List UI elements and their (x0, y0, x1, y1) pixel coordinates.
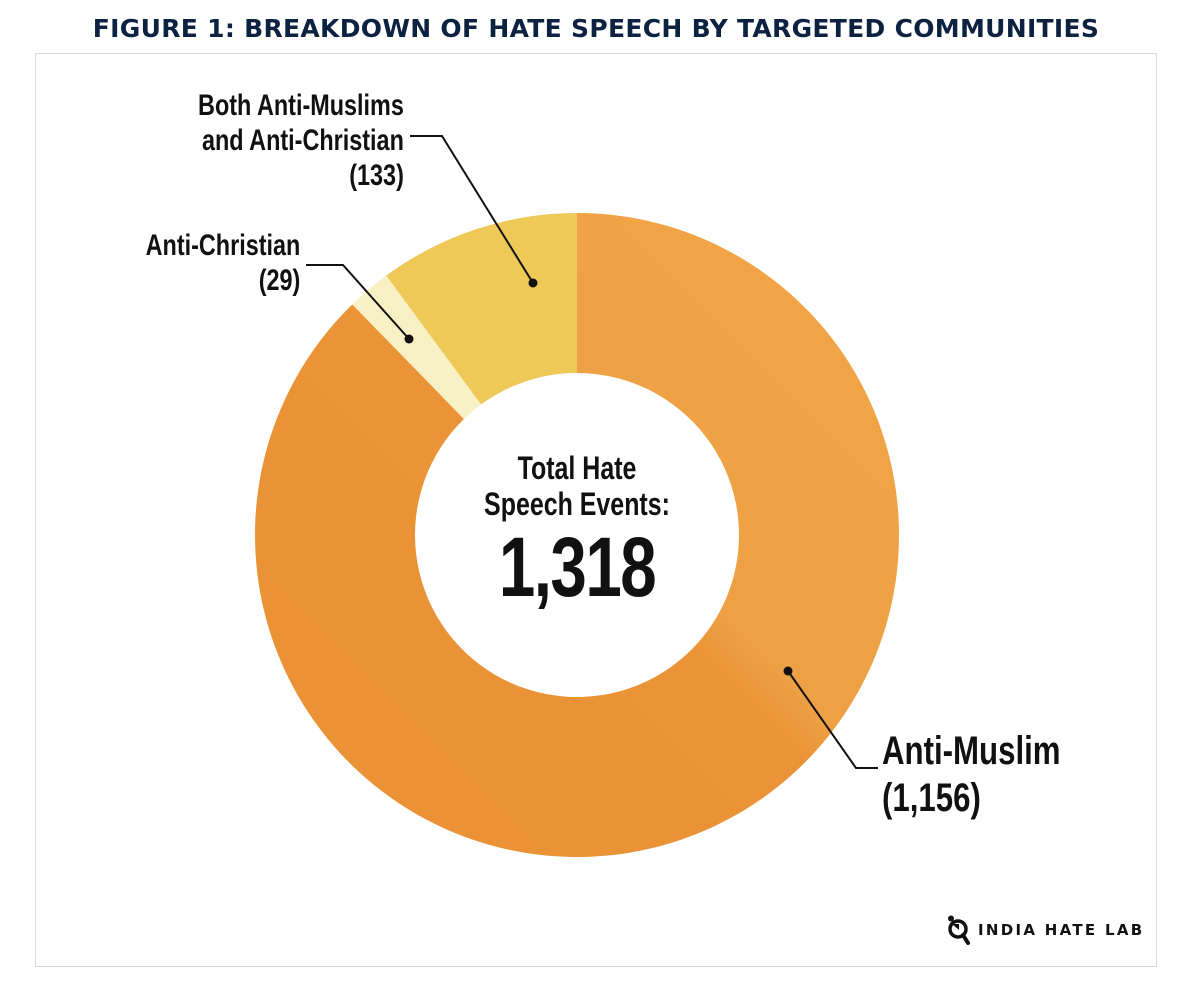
slice-anti-muslim (255, 213, 899, 857)
leader-anti-christian-dot (404, 334, 414, 344)
label-both: Both Anti-Muslims and Anti-Christian (13… (140, 88, 404, 193)
label-both-line2: and Anti-Christian (202, 124, 404, 158)
label-anti-christian-value: (29) (258, 264, 300, 298)
leader-anti-muslim-dot (783, 666, 793, 676)
center-label-line2: Speech Events: (484, 486, 670, 522)
label-anti-muslim-name: Anti-Muslim (882, 729, 1061, 773)
india-hate-lab-logo: INDIA HATE LAB (946, 915, 1145, 945)
center-total: 1,318 (498, 520, 657, 614)
leader-anti-muslim (787, 670, 878, 769)
logo-text: INDIA HATE LAB (978, 921, 1145, 939)
leader-anti-christian (306, 264, 410, 340)
label-anti-muslim: Anti-Muslim (1,156) (882, 728, 1111, 822)
label-both-value: (133) (349, 159, 404, 193)
magnifier-person-icon (948, 915, 970, 945)
label-anti-christian: Anti-Christian (29) (102, 228, 300, 298)
leader-both-dot (528, 278, 538, 288)
label-both-line1: Both Anti-Muslims (198, 89, 404, 122)
slice-both (386, 213, 577, 405)
center-label: Total Hate Speech Events: 1,318 (415, 450, 739, 612)
leader-both (410, 135, 534, 284)
chart-frame (35, 53, 1157, 967)
label-anti-christian-name: Anti-Christian (145, 229, 300, 262)
center-label-line1: Total Hate (517, 450, 637, 486)
label-anti-muslim-value: (1,156) (882, 775, 981, 820)
figure-title: FIGURE 1: BREAKDOWN OF HATE SPEECH BY TA… (92, 14, 1100, 43)
